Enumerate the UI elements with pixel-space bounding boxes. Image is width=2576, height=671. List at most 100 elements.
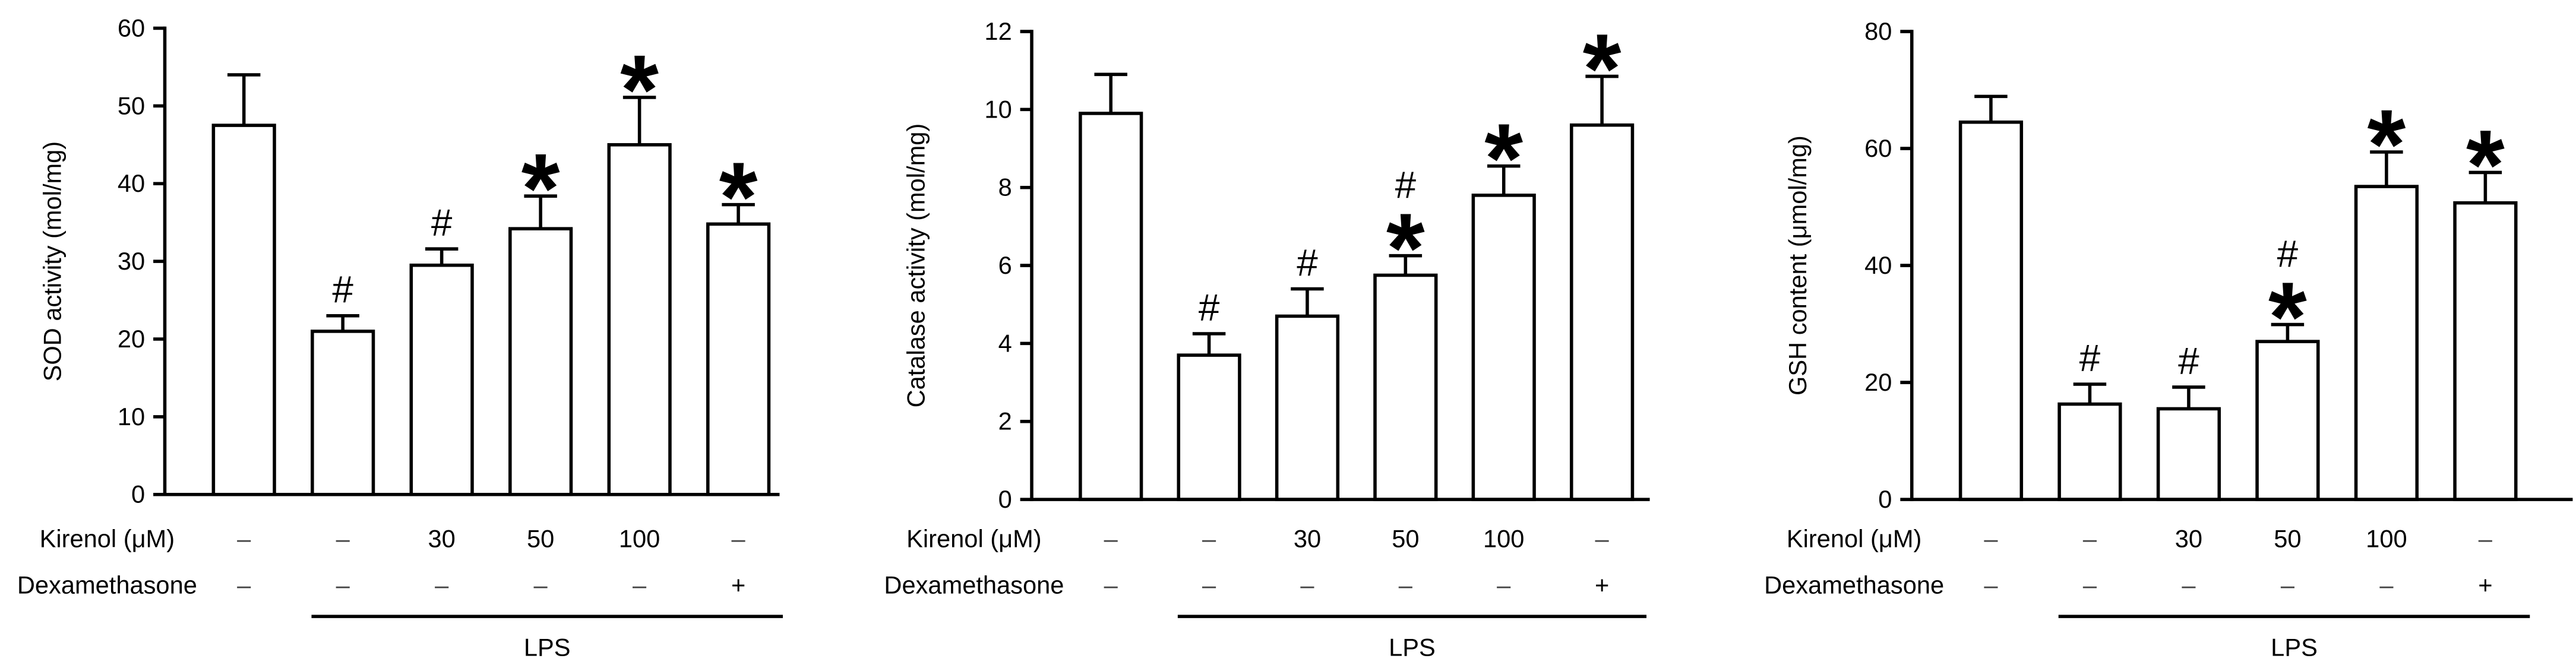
- kirenol-dose: 100: [1483, 525, 1524, 553]
- dexamethasone-status: –: [336, 571, 350, 599]
- dexamethasone-status: +: [1595, 571, 1609, 599]
- dexamethasone-status: –: [1497, 571, 1511, 599]
- y-tick-label: 40: [1864, 251, 1892, 279]
- error-bar: [524, 194, 557, 229]
- dexamethasone-status: –: [1104, 571, 1118, 599]
- kirenol-dose: –: [1104, 525, 1118, 553]
- significance-marker: *: [2466, 110, 2505, 220]
- error-bar: [1487, 164, 1521, 195]
- kirenol-dose: –: [1202, 525, 1216, 553]
- lps-label: LPS: [524, 634, 571, 661]
- kirenol-dose: 30: [428, 525, 455, 553]
- dexamethasone-row-label: Dexamethasone: [884, 571, 1064, 599]
- y-tick-label: 0: [998, 485, 1012, 513]
- bar: [607, 143, 672, 496]
- error-bar: [425, 247, 459, 265]
- significance-marker: #: [1395, 164, 1417, 207]
- dexamethasone-row-label: Dexamethasone: [1764, 571, 1944, 599]
- bar: [1569, 123, 1635, 501]
- error-bar: [2172, 385, 2205, 409]
- error-bar: [1585, 74, 1619, 125]
- bar: [1177, 353, 1241, 501]
- y-tick-label: 4: [998, 329, 1012, 357]
- kirenol-dose: –: [1595, 525, 1610, 553]
- bar: [1275, 314, 1340, 501]
- error-bar: [622, 96, 656, 145]
- kirenol-dose: 50: [527, 525, 554, 553]
- bar: [211, 124, 276, 496]
- kirenol-dose: –: [1984, 525, 1998, 553]
- kirenol-dose: –: [732, 525, 746, 553]
- bar: [2156, 407, 2221, 501]
- error-bar: [326, 314, 359, 331]
- y-tick-label: 60: [118, 14, 145, 42]
- kirenol-dose: –: [2479, 525, 2493, 553]
- y-tick-label: 40: [118, 169, 145, 197]
- error-bar: [227, 73, 261, 126]
- significance-marker: *: [2268, 262, 2307, 372]
- y-tick-label: 10: [118, 403, 145, 431]
- y-tick-label: 10: [984, 95, 1012, 123]
- y-tick-label: 20: [1864, 368, 1892, 396]
- dexamethasone-status: +: [2478, 571, 2492, 599]
- significance-marker: #: [1297, 241, 1318, 284]
- significance-marker: *: [1583, 14, 1622, 124]
- dexamethasone-status: –: [1399, 571, 1413, 599]
- dexamethasone-status: –: [237, 571, 251, 599]
- bar: [311, 330, 375, 496]
- kirenol-dose: –: [237, 525, 251, 553]
- bar: [1471, 194, 1536, 501]
- kirenol-row-label: Kirenol (μM): [40, 525, 175, 553]
- dexamethasone-status: –: [435, 571, 449, 599]
- significance-marker: #: [2178, 340, 2199, 382]
- bar: [1079, 112, 1143, 501]
- error-bar: [722, 202, 755, 224]
- kirenol-dose: 50: [1392, 525, 1419, 553]
- y-tick-label: 50: [118, 91, 145, 119]
- dexamethasone-status: –: [1202, 571, 1216, 599]
- error-bar: [1974, 94, 2008, 122]
- bar: [409, 263, 474, 496]
- sod-activity-panel: SOD activity (mol/mg) 0 10 20 30 40 50 60 # # * * * K…: [17, 14, 783, 661]
- dexamethasone-status: –: [1984, 571, 1998, 599]
- error-bar: [1094, 72, 1127, 113]
- significance-marker: #: [431, 201, 453, 244]
- significance-marker: #: [2277, 233, 2299, 276]
- error-bar: [2370, 150, 2403, 187]
- y-tick-label: 0: [1878, 485, 1892, 513]
- dexamethasone-status: –: [2281, 571, 2295, 599]
- significance-marker: #: [332, 268, 353, 311]
- significance-marker: *: [1386, 193, 1425, 303]
- error-bar: [1291, 287, 1324, 316]
- y-axis-label: SOD activity (mol/mg): [39, 141, 67, 382]
- y-tick-label: 6: [998, 251, 1012, 279]
- y-tick-label: 0: [131, 480, 145, 508]
- bar: [2354, 185, 2419, 501]
- significance-marker: *: [2368, 89, 2406, 200]
- dexamethasone-status: –: [534, 571, 548, 599]
- y-tick-label: 12: [984, 17, 1012, 45]
- bar: [2453, 201, 2518, 501]
- error-bar: [2073, 382, 2107, 404]
- kirenol-row-label: Kirenol (μM): [906, 525, 1041, 553]
- significance-marker: *: [719, 142, 758, 252]
- dexamethasone-status: –: [2379, 571, 2394, 599]
- error-bar: [1192, 332, 1226, 356]
- y-axis-label: Catalase activity (mol/mg): [902, 124, 930, 408]
- kirenol-row-label: Kirenol (μM): [1787, 525, 1921, 553]
- kirenol-dose: 100: [619, 525, 660, 553]
- kirenol-dose: –: [2083, 525, 2097, 553]
- dexamethasone-status: –: [633, 571, 647, 599]
- y-axis-label: GSH content (μmol/mg): [1784, 135, 1812, 395]
- dexamethasone-status: +: [731, 571, 745, 599]
- significance-marker: #: [1199, 286, 1220, 329]
- dexamethasone-status: –: [2083, 571, 2097, 599]
- y-tick-label: 80: [1864, 17, 1892, 45]
- dexamethasone-status: –: [2182, 571, 2196, 599]
- y-tick-label: 30: [118, 247, 145, 275]
- bar: [706, 222, 771, 496]
- kirenol-dose: 100: [2366, 525, 2407, 553]
